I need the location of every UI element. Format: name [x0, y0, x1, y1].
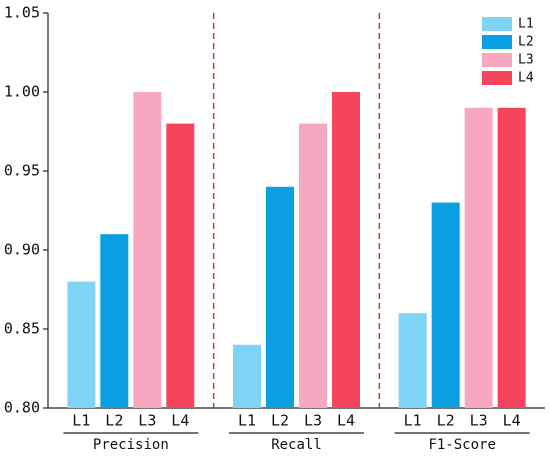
bar [332, 92, 360, 408]
x-tick-label: L3 [304, 412, 322, 430]
x-tick-label: L3 [138, 412, 156, 430]
legend-label: L3 [518, 53, 534, 68]
x-tick-label: L3 [470, 412, 488, 430]
bar [431, 202, 460, 408]
legend-swatch [482, 17, 512, 31]
group-label: F1-Score [428, 437, 495, 453]
x-tick-label: L1 [404, 412, 422, 430]
legend-label: L2 [518, 35, 534, 50]
x-tick-label: L1 [72, 412, 90, 430]
group-label: Recall [271, 437, 322, 453]
y-tick-label: 0.80 [4, 399, 40, 417]
x-tick-label: L4 [171, 412, 189, 430]
y-tick-label: 0.85 [4, 320, 40, 338]
x-tick-label: L2 [437, 412, 455, 430]
legend-label: L1 [518, 17, 534, 32]
y-tick-label: 0.95 [4, 162, 40, 180]
bar [100, 234, 129, 408]
bar [233, 344, 261, 408]
bar [497, 107, 526, 409]
legend-swatch [482, 71, 512, 85]
bar [133, 92, 162, 408]
bar [398, 313, 427, 408]
bar [166, 123, 195, 408]
x-tick-label: L1 [238, 412, 256, 430]
bar [299, 123, 327, 408]
bar [266, 186, 294, 408]
x-tick-label: L2 [105, 412, 123, 430]
group-label: Precision [93, 437, 169, 453]
y-tick-label: 1.00 [4, 83, 40, 101]
legend-swatch [482, 53, 512, 67]
x-tick-label: L4 [503, 412, 521, 430]
legend-swatch [482, 35, 512, 49]
bar [67, 281, 96, 408]
y-tick-label: 1.05 [4, 4, 40, 22]
y-tick-label: 0.90 [4, 241, 40, 259]
x-tick-label: L4 [337, 412, 355, 430]
x-tick-label: L2 [271, 412, 289, 430]
bar [464, 107, 493, 409]
legend-label: L4 [518, 71, 534, 86]
